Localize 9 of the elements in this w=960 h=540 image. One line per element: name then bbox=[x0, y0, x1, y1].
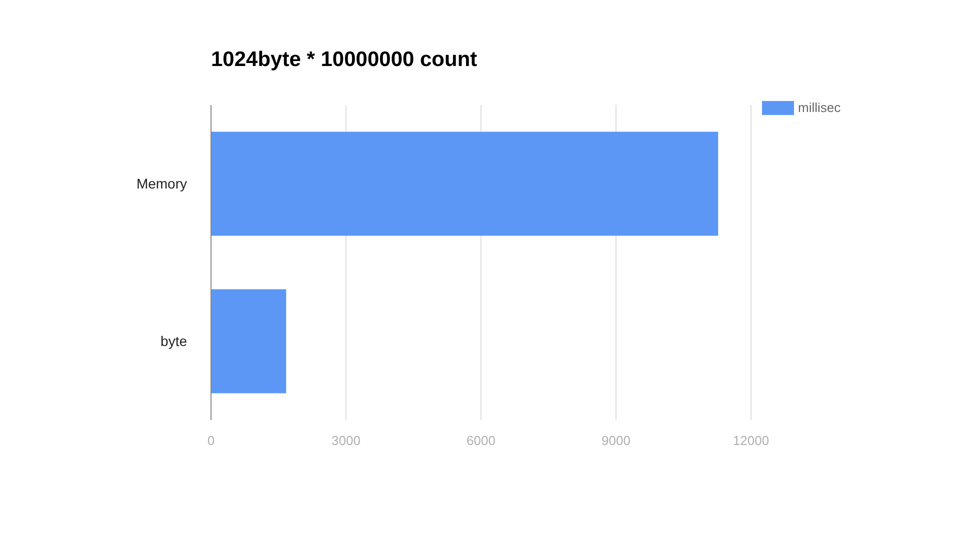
x-tick-label: 6000 bbox=[466, 433, 496, 448]
y-tick-label: byte bbox=[160, 333, 188, 350]
x-tick-label: 12000 bbox=[732, 433, 770, 448]
x-tick-label: 9000 bbox=[602, 433, 630, 448]
x-tick-label: 0 bbox=[207, 433, 215, 448]
x-tick-label: 3000 bbox=[332, 433, 360, 448]
y-tick-label: Memory bbox=[136, 176, 187, 192]
legend-label: millisec bbox=[798, 100, 841, 115]
chart-title: 1024byte * 10000000 count bbox=[211, 48, 478, 72]
